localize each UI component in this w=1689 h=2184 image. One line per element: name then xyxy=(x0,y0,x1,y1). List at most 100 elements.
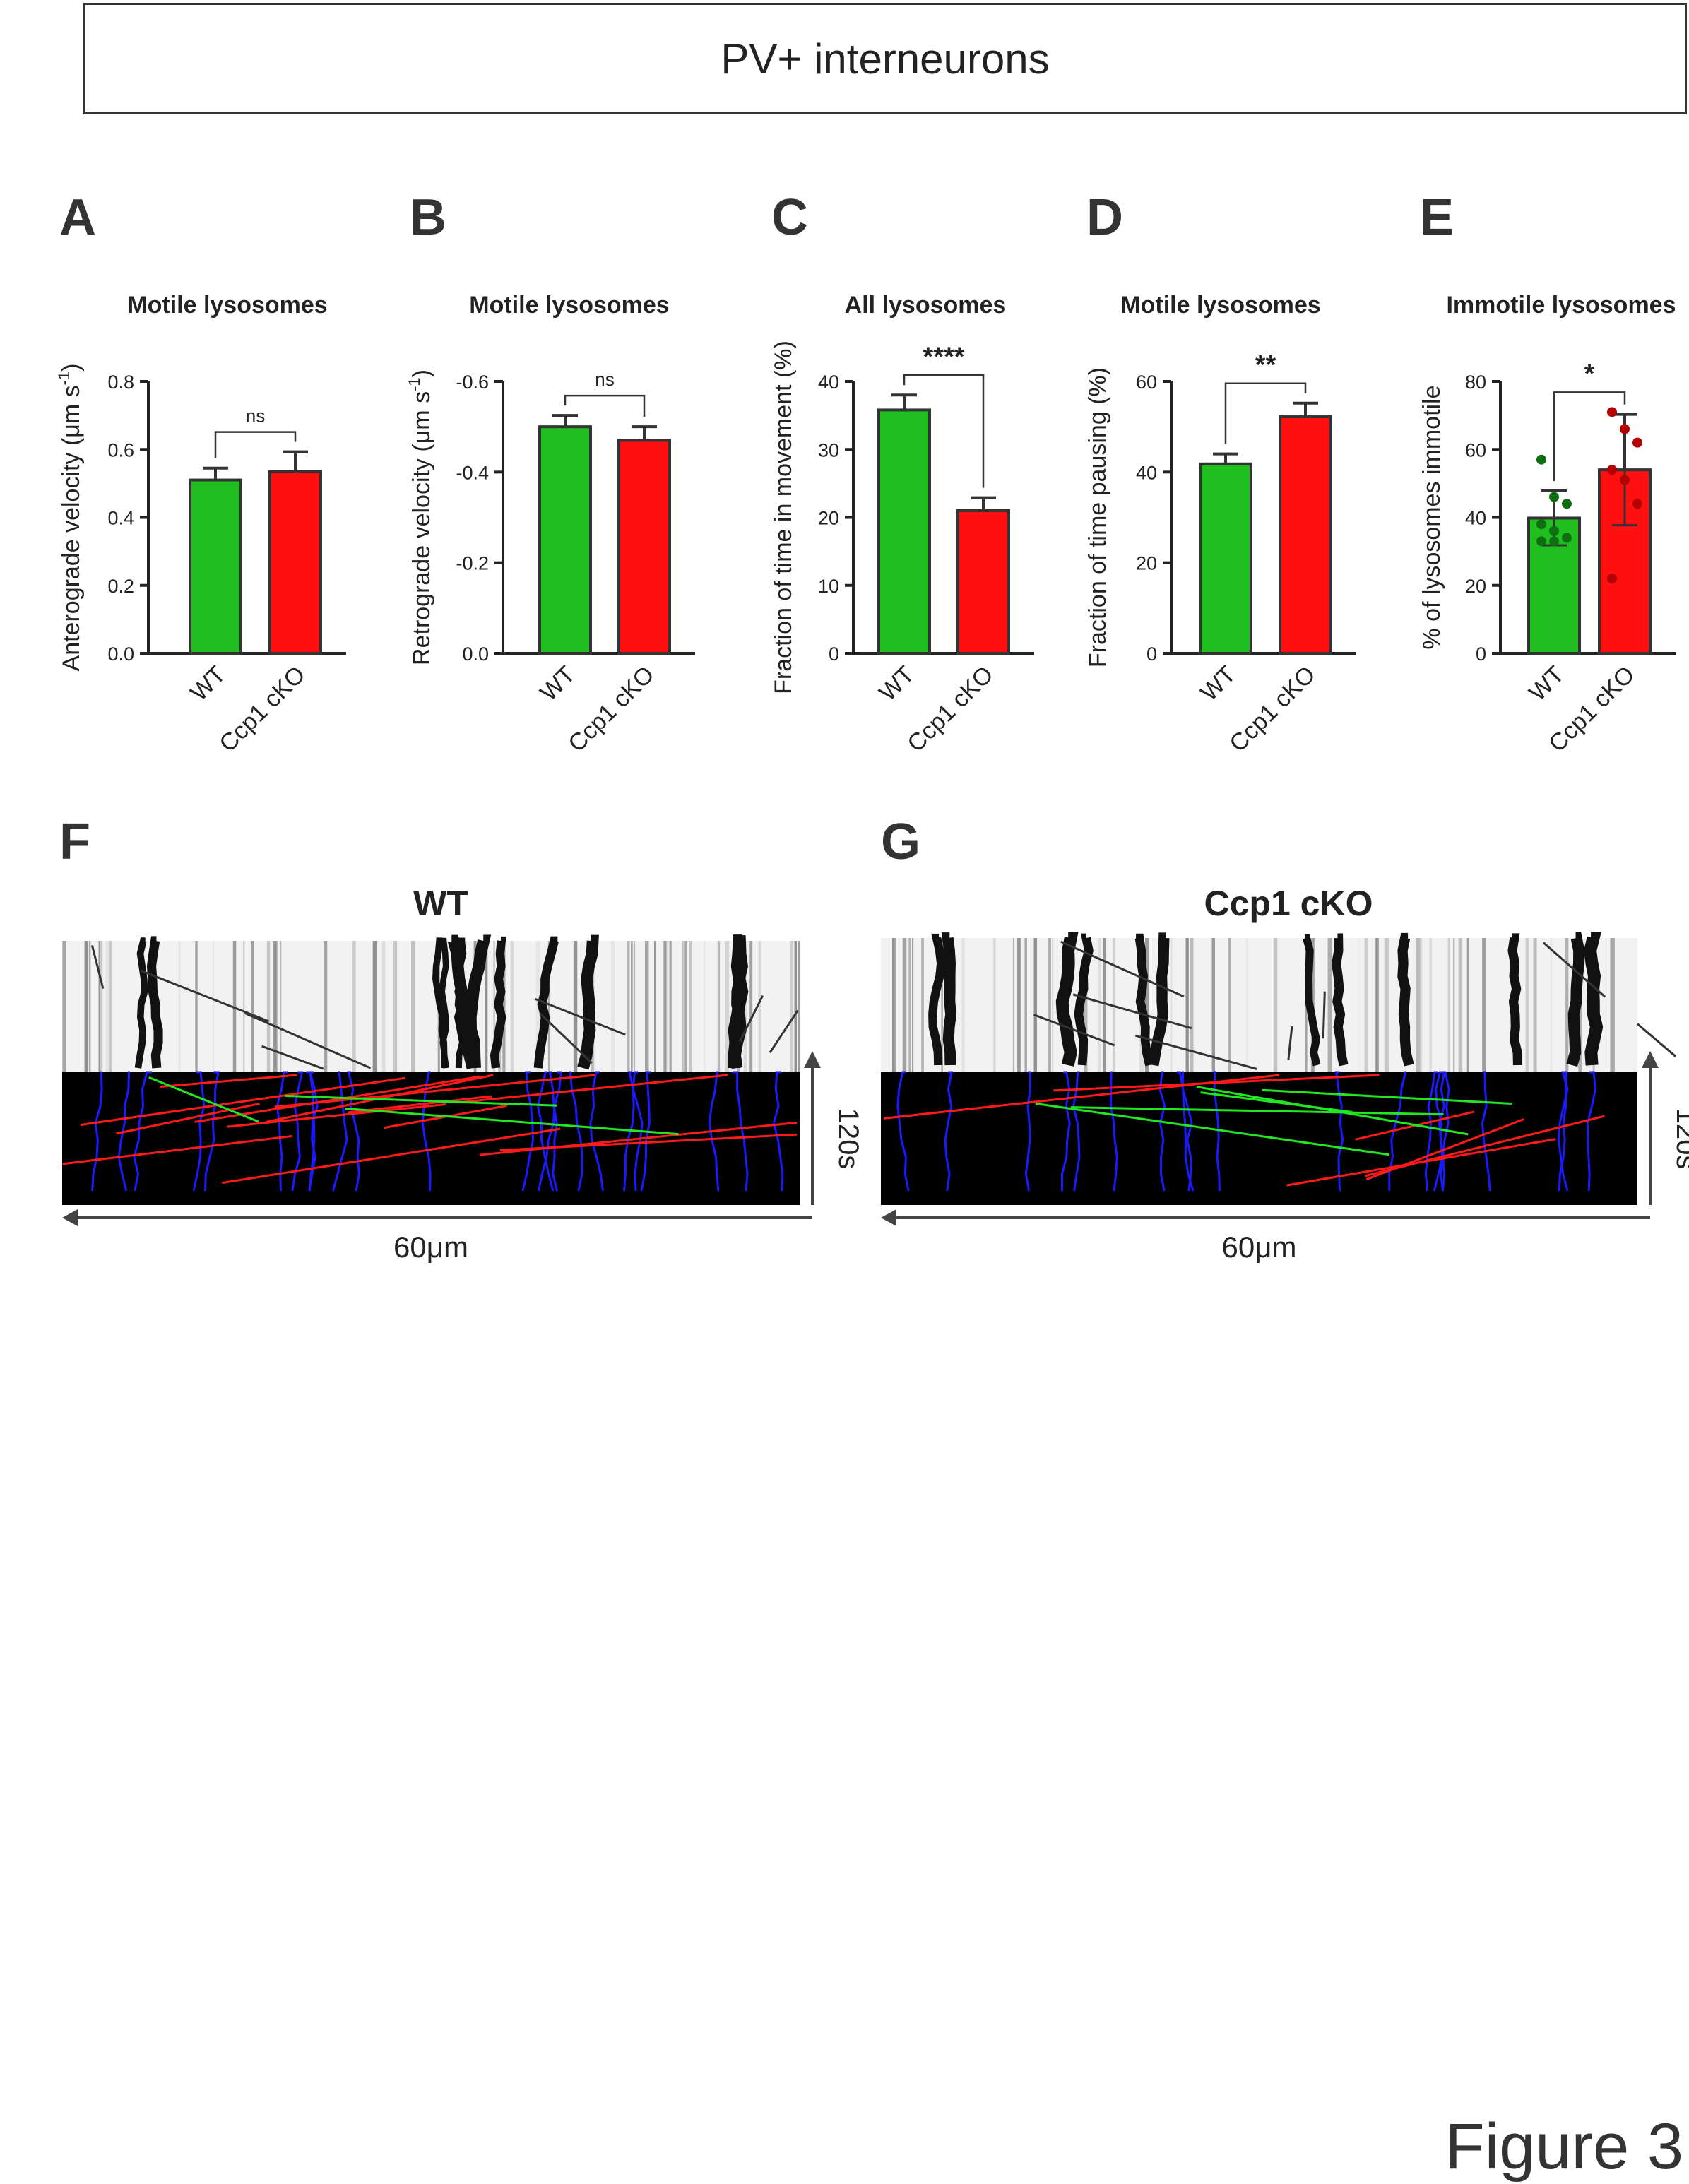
trace-anterograde xyxy=(1364,1115,1605,1177)
kymo-faint-track xyxy=(633,941,635,1072)
kymo-faint-track xyxy=(1384,938,1388,1072)
trace-stationary xyxy=(1213,1071,1221,1192)
kymo-faint-track xyxy=(502,941,506,1072)
kymo-faint-track xyxy=(88,941,91,1072)
trace-stationary xyxy=(708,1071,720,1192)
x-tick-label: WT xyxy=(535,661,580,706)
kymo-faint-track xyxy=(644,941,649,1072)
trace-stationary xyxy=(192,1071,206,1192)
kymo-faint-track xyxy=(1327,938,1332,1072)
x-tick-label: Ccp1 cKO xyxy=(214,661,310,757)
kymo-stationary-track xyxy=(1507,933,1523,1066)
y-tick-label: 20 xyxy=(818,508,839,529)
y-tick-label: 0.6 xyxy=(107,439,134,461)
kymo-faint-track xyxy=(1466,938,1469,1072)
trace-stationary xyxy=(1181,1071,1193,1192)
kymo-faint-track xyxy=(912,938,914,1072)
kymo-faint-track xyxy=(1453,938,1455,1072)
y-axis-label: Fraction of time pausing (%) xyxy=(1084,367,1111,667)
kymo-faint-track xyxy=(627,941,630,1072)
kymo-faint-track xyxy=(212,941,215,1072)
significance-bracket xyxy=(1224,382,1307,444)
kymo-faint-track xyxy=(669,941,672,1072)
kymo-faint-track xyxy=(410,941,415,1072)
trace-stationary xyxy=(632,1071,644,1192)
trace-stationary xyxy=(589,1071,605,1192)
data-point xyxy=(1607,407,1617,417)
kymo-stationary-track xyxy=(1584,932,1604,1066)
trace-stationary xyxy=(640,1071,651,1192)
x-tick-label: Ccp1 cKO xyxy=(563,661,659,757)
kymo-faint-track xyxy=(178,941,181,1072)
kymo-faint-track xyxy=(654,941,656,1072)
y-tick-label: 0.0 xyxy=(107,643,134,665)
chart-title: Motile lysosomes xyxy=(127,292,327,319)
trace-stationary xyxy=(1433,1071,1446,1192)
kymograph-title: WT xyxy=(413,884,468,923)
trace-anterograde xyxy=(274,1074,595,1108)
trace-stationary xyxy=(421,1071,432,1192)
y-tick-label: 0 xyxy=(829,643,839,665)
kymo-faint-track xyxy=(758,941,761,1072)
trace-stationary xyxy=(1441,1071,1450,1192)
y-axis-label: Retrograde velocity (μm s-1) xyxy=(405,369,435,665)
x-tick-label: WT xyxy=(1195,661,1240,706)
trace-retrograde xyxy=(345,1107,679,1136)
trace-stationary xyxy=(1110,1071,1118,1192)
chart-title: Immotile lysosomes xyxy=(1446,292,1676,319)
bar-wt xyxy=(1199,462,1252,655)
kymo-faint-track xyxy=(993,938,996,1072)
kymo-faint-track xyxy=(251,941,254,1072)
kymo-faint-track xyxy=(1447,938,1450,1072)
kymo-stationary-track xyxy=(577,934,599,1070)
kymo-faint-track xyxy=(1565,938,1569,1072)
chart-title: All lysosomes xyxy=(845,292,1007,319)
kymo-faint-track xyxy=(1421,938,1423,1072)
kymo-faint-track xyxy=(279,941,282,1072)
panel-letter: G xyxy=(881,814,920,870)
x-tick-label: WT xyxy=(185,661,230,706)
kymo-faint-track xyxy=(1103,938,1106,1072)
kymo-faint-track xyxy=(610,941,615,1072)
kymo-faint-track xyxy=(1052,938,1054,1072)
data-point xyxy=(1620,424,1630,434)
kymo-faint-track xyxy=(908,938,911,1072)
kymo-faint-track xyxy=(798,941,800,1072)
kymo-faint-track xyxy=(941,938,943,1072)
trace-stationary xyxy=(275,1071,288,1192)
kymo-stationary-track xyxy=(928,933,946,1066)
bar-wt xyxy=(189,478,242,655)
kymo-faint-track xyxy=(381,941,386,1072)
bar-cko xyxy=(956,509,1010,655)
kymo-faint-track xyxy=(682,941,685,1072)
kymo-stationary-track xyxy=(134,937,148,1069)
trace-retrograde xyxy=(1262,1088,1512,1105)
panel-letter: D xyxy=(1086,189,1123,246)
data-point xyxy=(1607,465,1617,475)
kymo-faint-track xyxy=(1610,938,1614,1072)
distance-scale-arrowhead xyxy=(881,1209,896,1226)
data-point xyxy=(1562,533,1572,543)
trace-stationary xyxy=(772,1071,784,1192)
kymo-faint-track xyxy=(232,941,237,1072)
significance-label: **** xyxy=(923,342,964,372)
trace-stationary xyxy=(944,1071,953,1192)
kymo-faint-track xyxy=(1033,938,1038,1072)
data-point xyxy=(1549,492,1559,502)
y-tick-label: 10 xyxy=(818,576,839,597)
y-tick-label: 40 xyxy=(1136,462,1157,483)
significance-label: ns xyxy=(246,405,265,427)
kymo-stationary-track xyxy=(1303,934,1321,1067)
data-point xyxy=(1562,499,1572,509)
kymo-faint-track xyxy=(921,938,924,1072)
panel-letter: A xyxy=(59,189,96,246)
trace-stationary xyxy=(1060,1071,1071,1192)
panel-g-kymograph: G Ccp1 cKO 120s 60μm xyxy=(881,814,1689,1264)
kymo-faint-track xyxy=(1416,938,1421,1072)
data-point xyxy=(1607,574,1617,584)
kymo-faint-track xyxy=(1048,938,1051,1072)
kymo-moving-track xyxy=(1033,1014,1115,1047)
significance-bracket xyxy=(1553,391,1626,481)
trace-stationary xyxy=(1024,1071,1032,1192)
